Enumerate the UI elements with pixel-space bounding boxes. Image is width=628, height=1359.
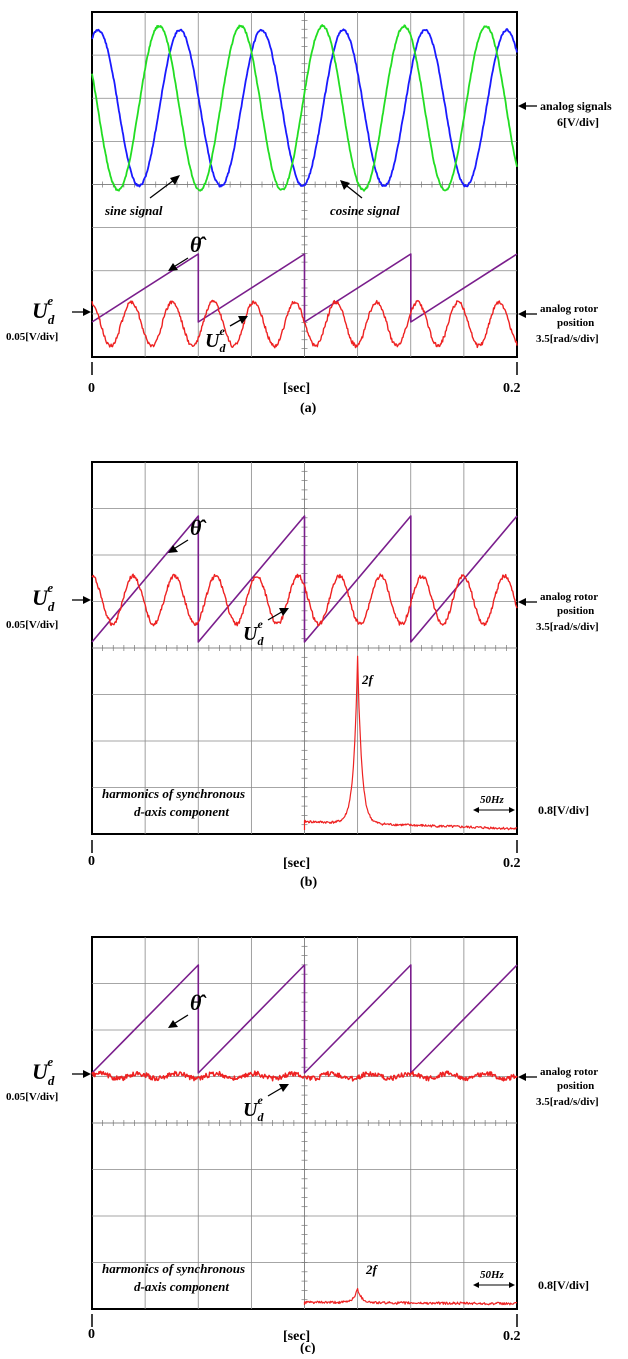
x-end-c: 0.2 [503, 1329, 521, 1344]
panel-b-traces [91, 515, 518, 831]
panel-c-traces [91, 964, 518, 1306]
svg-text:50Hz: 50Hz [480, 794, 505, 806]
sine-signal-annotation: sine signal [104, 175, 180, 218]
x-start-b: 0 [88, 854, 95, 869]
svg-text:analog rotor: analog rotor [540, 303, 598, 315]
harmonics-label-b: harmonics of synchronous d-axis componen… [102, 786, 245, 819]
x-unit-a: [sec] [283, 381, 310, 396]
svg-text:d-axis component: d-axis component [134, 1279, 229, 1294]
caption-c: (c) [300, 1341, 316, 1354]
svg-text:position: position [557, 605, 594, 617]
spectrum-trace-b [303, 655, 518, 831]
svg-text:analog signals: analog signals [540, 99, 612, 113]
svg-text:50Hz: 50Hz [480, 1269, 505, 1281]
left-scale-a: 0.05[V/div] [6, 331, 58, 343]
panel-a: sine signal cosine signal θ̂ Ude Ude 0.0… [6, 11, 612, 416]
x-axis-c: 0 [sec] 0.2 (c) [88, 1314, 521, 1356]
left-label-c: Ude 0.05[V/div] [6, 1054, 91, 1103]
right-label-lower-c: 0.8[V/div] [538, 1278, 589, 1292]
theta-trace-c [91, 964, 518, 1074]
left-scale-b: 0.05[V/div] [6, 619, 58, 631]
ud-trace-a [91, 299, 518, 349]
caption-a: (a) [300, 401, 317, 416]
ud-trace-c [91, 1070, 518, 1082]
svg-text:3.5[rad/s/div]: 3.5[rad/s/div] [536, 333, 599, 345]
cosine-signal-trace [91, 24, 518, 192]
x-axis-a: 0 [sec] 0.2 (a) [88, 362, 521, 416]
x-end-b: 0.2 [503, 856, 521, 871]
svg-text:position: position [557, 1080, 594, 1092]
svg-text:harmonics of synchronous: harmonics of synchronous [102, 1261, 245, 1276]
peak-label-b: 2f [361, 672, 375, 687]
svg-text:Ude: Ude [32, 580, 55, 614]
svg-text:d-axis component: d-axis component [134, 804, 229, 819]
svg-text:3.5[rad/s/div]: 3.5[rad/s/div] [536, 621, 599, 633]
svg-text:analog rotor: analog rotor [540, 591, 598, 603]
harmonics-label-c: harmonics of synchronous d-axis componen… [102, 1261, 245, 1294]
cosine-signal-annotation: cosine signal [330, 180, 400, 218]
svg-text:Ude: Ude [32, 293, 55, 327]
x-unit-c: [sec] [283, 1329, 310, 1344]
sine-signal-trace [91, 28, 518, 188]
svg-text:position: position [557, 317, 594, 329]
svg-text:3.5[rad/s/div]: 3.5[rad/s/div] [536, 1096, 599, 1108]
freq-scale-c: 50Hz [473, 1269, 515, 1288]
right-label-upper-b: analog rotor position 3.5[rad/s/div] [518, 591, 599, 633]
ud-annotation-b: Ude [243, 608, 289, 648]
x-unit-b: [sec] [283, 856, 310, 871]
caption-b: (b) [300, 875, 317, 890]
x-axis-b: 0 [sec] 0.2 (b) [88, 840, 521, 890]
spectrum-trace-c [303, 1287, 518, 1306]
right-label-upper-a: analog signals 6[V/div] [518, 99, 612, 129]
ud-trace-b [91, 573, 518, 627]
svg-text:Ude: Ude [32, 1054, 55, 1088]
sine-signal-label: sine signal [104, 203, 163, 218]
ud-label-c: Ude [243, 1093, 264, 1124]
left-scale-c: 0.05[V/div] [6, 1091, 58, 1103]
peak-label-c: 2f [365, 1262, 379, 1277]
ud-label-a: Ude [205, 324, 226, 355]
right-label-lower-a: analog rotor position 3.5[rad/s/div] [518, 303, 599, 345]
freq-scale-b: 50Hz [473, 794, 515, 813]
panel-a-traces [91, 24, 518, 349]
left-label-a: Ude 0.05[V/div] [6, 293, 91, 343]
x-start-c: 0 [88, 1327, 95, 1342]
right-label-lower-b: 0.8[V/div] [538, 803, 589, 817]
x-end-a: 0.2 [503, 381, 521, 396]
svg-text:analog rotor: analog rotor [540, 1066, 598, 1078]
ud-annotation-a: Ude [205, 316, 248, 355]
panel-b: θ̂ Ude harmonics of synchronous d-axis c… [6, 461, 599, 890]
svg-text:6[V/div]: 6[V/div] [557, 115, 599, 129]
ud-label-b: Ude [243, 617, 264, 648]
panel-b-grid [92, 462, 517, 834]
cosine-signal-label: cosine signal [330, 203, 400, 218]
right-label-upper-c: analog rotor position 3.5[rad/s/div] [518, 1066, 599, 1108]
left-label-b: Ude 0.05[V/div] [6, 580, 91, 631]
theta-trace-b [91, 515, 518, 643]
x-start-a: 0 [88, 381, 95, 396]
panel-c: θ̂ Ude harmonics of synchronous d-axis c… [6, 936, 599, 1356]
ud-annotation-c: Ude [243, 1084, 289, 1124]
svg-text:harmonics of synchronous: harmonics of synchronous [102, 786, 245, 801]
